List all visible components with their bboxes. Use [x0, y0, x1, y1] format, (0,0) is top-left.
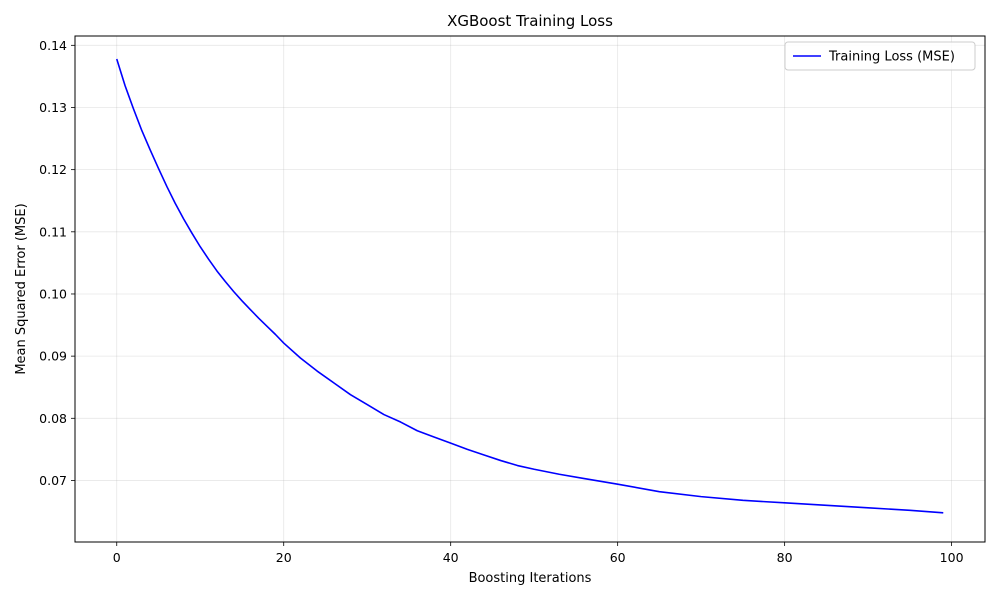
y-tick-label: 0.14: [39, 38, 67, 53]
y-tick-label: 0.11: [39, 224, 67, 239]
y-tick-label: 0.13: [39, 100, 67, 115]
y-tick-label: 0.09: [39, 349, 67, 364]
series-layer: [115, 58, 944, 514]
series-line-0: [115, 58, 944, 514]
legend-label: Training Loss (MSE): [828, 50, 955, 65]
y-tick-label: 0.07: [39, 473, 67, 488]
y-tick-label: 0.10: [39, 286, 67, 301]
x-tick-label: 60: [610, 550, 626, 565]
x-tick-label: 80: [777, 550, 793, 565]
legend: Training Loss (MSE): [784, 41, 976, 71]
x-tick-label: 40: [443, 550, 459, 565]
x-tick-label: 100: [940, 550, 964, 565]
x-axis-label: Boosting Iterations: [469, 571, 592, 586]
x-tick-label: 0: [113, 550, 121, 565]
y-tick-label: 0.12: [39, 162, 67, 177]
y-axis-label: Mean Squared Error (MSE): [14, 203, 29, 374]
chart-title: XGBoost Training Loss: [447, 12, 613, 30]
x-tick-label: 20: [276, 550, 292, 565]
axis-ticks: 0 20 40 60 80 100 0.07 0.08 0.09 0.10 0.11 0.12 0.13…: [39, 38, 963, 565]
plot-frame: [74, 35, 986, 543]
legend-box: [784, 41, 976, 71]
y-tick-label: 0.08: [39, 411, 67, 426]
